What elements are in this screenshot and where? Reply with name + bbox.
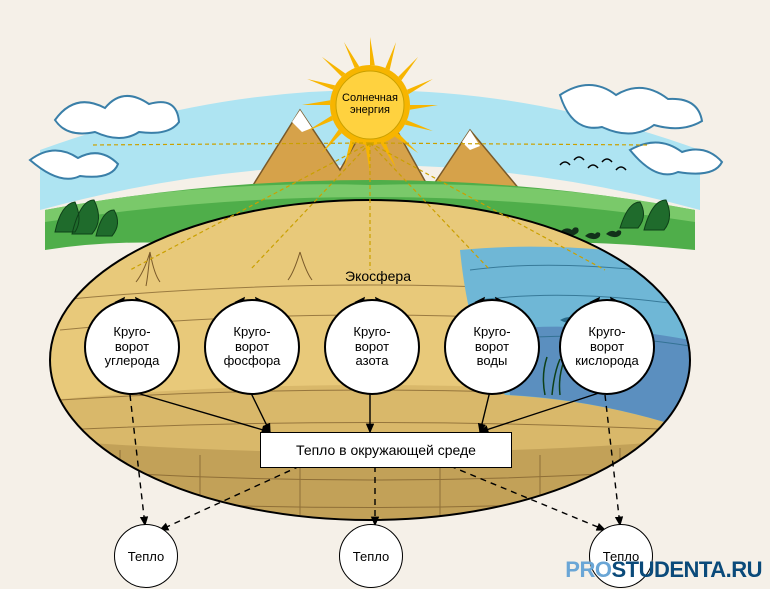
cycle-фосфора: Круго-воротфосфора (204, 299, 300, 395)
cycle-воды: Круго-воротводы (444, 299, 540, 395)
cycle-азота: Круго-воротазота (324, 299, 420, 395)
sun-label: Солнечная энергия (335, 92, 405, 116)
cycle-кислорода: Круго-вороткислорода (559, 299, 655, 395)
scene-svg (0, 0, 770, 589)
ecosphere-label: Экосфера (345, 268, 411, 284)
watermark-pre: PRO (565, 557, 611, 582)
heat-circle: Тепло (339, 524, 403, 588)
sun-label-line2: энергия (350, 104, 390, 116)
watermark-post: STUDENTA.RU (611, 557, 762, 582)
heat-environment-box: Тепло в окружающей среде (260, 432, 512, 468)
heat-circle: Тепло (114, 524, 178, 588)
ecosphere-diagram: { "canvas": { "width": 770, "height": 58… (0, 0, 770, 589)
cycle-углерода: Круго-воротуглерода (84, 299, 180, 395)
watermark: PROSTUDENTA.RU (565, 557, 762, 583)
sun-label-line1: Солнечная (342, 92, 398, 104)
